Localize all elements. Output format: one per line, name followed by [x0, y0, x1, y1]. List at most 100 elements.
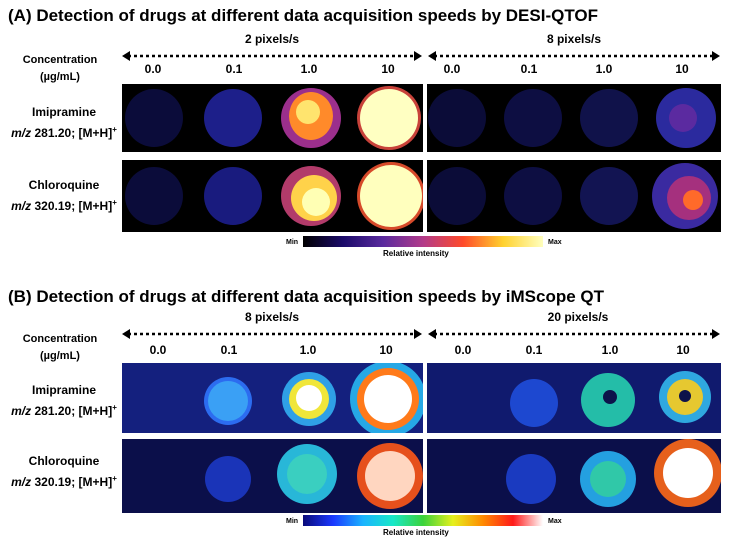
spot-0.1 — [205, 456, 251, 502]
spot-1.0-mid — [287, 454, 327, 494]
panel-a-col-7: 10 — [675, 62, 689, 76]
panel-b-col-2: 1.0 — [299, 343, 317, 357]
spot-0.1 — [204, 89, 262, 147]
panel-a-row-imipramine-label: Imipramine m/z 281.20; [M+H]+ — [8, 104, 120, 142]
panel-b-strip-imipramine-left — [122, 363, 423, 433]
panel-b-concentration-label: Concentration (µg/mL) — [10, 331, 110, 365]
spot-10-core — [365, 451, 415, 501]
panel-b-strip-chloroquine-right — [427, 439, 721, 513]
panel-a-colorbar-title: Relative intensity — [383, 249, 449, 258]
panel-b-colorbar-min: Min — [286, 518, 299, 525]
spot-1.0-mid — [590, 461, 626, 497]
panel-a-colorbar-max: Max — [548, 239, 562, 246]
panel-b-speed-left: 8 pixels/s — [244, 310, 300, 324]
spot-1.0 — [580, 89, 638, 147]
panel-a-colorbar — [303, 236, 543, 247]
panel-b-colorbar-title: Relative intensity — [383, 528, 449, 537]
panel-a-speed-left: 2 pixels/s — [244, 32, 300, 46]
drug-mz: m/z 320.19; [M+H]+ — [8, 470, 120, 491]
drug-name: Imipramine — [31, 105, 97, 119]
spot-0.1 — [204, 167, 262, 225]
drug-mz: m/z 281.20; [M+H]+ — [8, 399, 120, 420]
panel-a-colorbar-min: Min — [286, 239, 299, 246]
mz-value: 320.19; [M+H] — [31, 475, 113, 489]
concentration-unit: (µg/mL) — [40, 350, 80, 362]
panel-b-strip-imipramine-right — [427, 363, 721, 433]
concentration-unit: (µg/mL) — [40, 71, 80, 83]
spot-1.0 — [580, 167, 638, 225]
panel-a-col-2: 1.0 — [300, 62, 318, 76]
panel-b-strip-chloroquine-left — [122, 439, 423, 513]
spot-10-core — [360, 165, 422, 227]
panel-a-col-0: 0.0 — [144, 62, 162, 76]
panel-a-speed-arrow-right — [428, 51, 720, 61]
panel-a-row-chloroquine-label: Chloroquine m/z 320.19; [M+H]+ — [8, 177, 120, 215]
panel-a-strip-chloroquine-left — [122, 160, 423, 232]
panel-b-speed-arrow-left — [122, 329, 422, 339]
mz-charge: + — [112, 125, 117, 134]
drug-mz: m/z 320.19; [M+H]+ — [8, 194, 120, 215]
spot-10-core — [364, 375, 412, 423]
spot-1.0-hot — [302, 188, 330, 216]
drug-name: Chloroquine — [28, 178, 100, 192]
drug-name: Chloroquine — [28, 454, 100, 468]
panel-a-strip-chloroquine-right — [427, 160, 721, 232]
spot-1.0-hot — [296, 385, 322, 411]
panel-b-col-7: 10 — [676, 343, 690, 357]
mz-charge: + — [112, 198, 117, 207]
panel-a-col-1: 0.1 — [225, 62, 243, 76]
spot-10-hot — [683, 190, 703, 210]
spot-0.1 — [504, 89, 562, 147]
spot-10-core — [663, 448, 713, 498]
spot-1.0-hot — [296, 100, 320, 124]
mz-prefix: m/z — [11, 404, 32, 418]
panel-b-row-imipramine-label: Imipramine m/z 281.20; [M+H]+ — [8, 382, 120, 420]
panel-b-col-0: 0.0 — [149, 343, 167, 357]
drug-name: Imipramine — [31, 383, 97, 397]
mz-value: 281.20; [M+H] — [31, 404, 113, 418]
concentration-text: Concentration — [22, 333, 98, 345]
spot-0.0 — [125, 89, 183, 147]
spot-0.1 — [506, 454, 556, 504]
panel-a-strip-imipramine-left — [122, 84, 423, 152]
mz-value: 281.20; [M+H] — [31, 126, 113, 140]
panel-a-strip-imipramine-right — [427, 84, 721, 152]
panel-b-col-3: 10 — [379, 343, 393, 357]
panel-b-title: (B) Detection of drugs at different data… — [8, 287, 605, 306]
spot-10-core — [360, 89, 418, 147]
panel-b-col-6: 1.0 — [601, 343, 619, 357]
panel-b-colorbar-max: Max — [548, 518, 562, 525]
panel-a-speed-right: 8 pixels/s — [546, 32, 602, 46]
spot-0.0 — [125, 167, 183, 225]
panel-a-title: (A) Detection of drugs at different data… — [8, 6, 599, 25]
mz-prefix: m/z — [11, 199, 32, 213]
panel-b-colorbar — [303, 515, 543, 526]
panel-b-speed-arrow-right — [428, 329, 720, 339]
mz-value: 320.19; [M+H] — [31, 199, 113, 213]
mz-charge: + — [112, 403, 117, 412]
drug-mz: m/z 281.20; [M+H]+ — [8, 121, 120, 142]
spot-1.0-dark — [603, 390, 617, 404]
panel-a-speed-arrow-left — [122, 51, 422, 61]
mz-prefix: m/z — [11, 475, 32, 489]
mz-charge: + — [112, 474, 117, 483]
panel-a-col-6: 1.0 — [595, 62, 613, 76]
concentration-text: Concentration — [22, 54, 98, 66]
spot-0.1-inner — [208, 381, 248, 421]
spot-0.1 — [510, 379, 558, 427]
spot-10-hot — [669, 104, 697, 132]
spot-10-dark — [679, 390, 691, 402]
panel-a-concentration-label: Concentration (µg/mL) — [10, 52, 110, 86]
panel-a-col-5: 0.1 — [520, 62, 538, 76]
panel-a-col-4: 0.0 — [443, 62, 461, 76]
panel-a-col-3: 10 — [381, 62, 395, 76]
mz-prefix: m/z — [11, 126, 32, 140]
panel-b-col-5: 0.1 — [525, 343, 543, 357]
spot-0.1 — [504, 167, 562, 225]
spot-0.0 — [428, 167, 486, 225]
panel-b-row-chloroquine-label: Chloroquine m/z 320.19; [M+H]+ — [8, 453, 120, 491]
spot-0.0 — [428, 89, 486, 147]
panel-b-col-4: 0.0 — [454, 343, 472, 357]
panel-b-col-1: 0.1 — [220, 343, 238, 357]
panel-b-speed-right: 20 pixels/s — [547, 310, 609, 324]
